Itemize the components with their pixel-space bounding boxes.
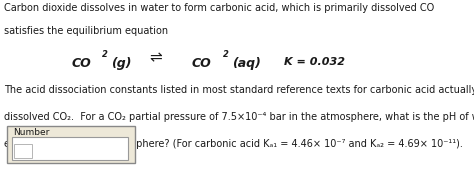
Text: equilibrium with the atmosphere? (For carbonic acid Kₐ₁ = 4.46× 10⁻⁷ and Kₐ₂ = 4: equilibrium with the atmosphere? (For ca… xyxy=(4,139,463,149)
Text: CO: CO xyxy=(192,57,212,70)
Text: 2: 2 xyxy=(223,50,228,59)
FancyBboxPatch shape xyxy=(12,137,128,160)
Text: Number: Number xyxy=(13,128,49,137)
Text: Carbon dioxide dissolves in water to form carbonic acid, which is primarily diss: Carbon dioxide dissolves in water to for… xyxy=(4,3,434,13)
Text: dissolved CO₂.  For a CO₂ partial pressure of 7.5×10⁻⁴ bar in the atmosphere, wh: dissolved CO₂. For a CO₂ partial pressur… xyxy=(4,112,474,122)
FancyBboxPatch shape xyxy=(14,144,32,158)
Text: (g): (g) xyxy=(111,57,131,70)
Text: 2: 2 xyxy=(102,50,108,59)
Text: K = 0.032: K = 0.032 xyxy=(284,57,346,67)
FancyBboxPatch shape xyxy=(7,126,135,163)
Text: ⇌: ⇌ xyxy=(149,50,162,65)
Text: CO: CO xyxy=(71,57,91,70)
Text: The acid dissociation constants listed in most standard reference texts for carb: The acid dissociation constants listed i… xyxy=(4,85,474,95)
Text: satisfies the equilibrium equation: satisfies the equilibrium equation xyxy=(4,26,168,36)
Text: (aq): (aq) xyxy=(232,57,261,70)
